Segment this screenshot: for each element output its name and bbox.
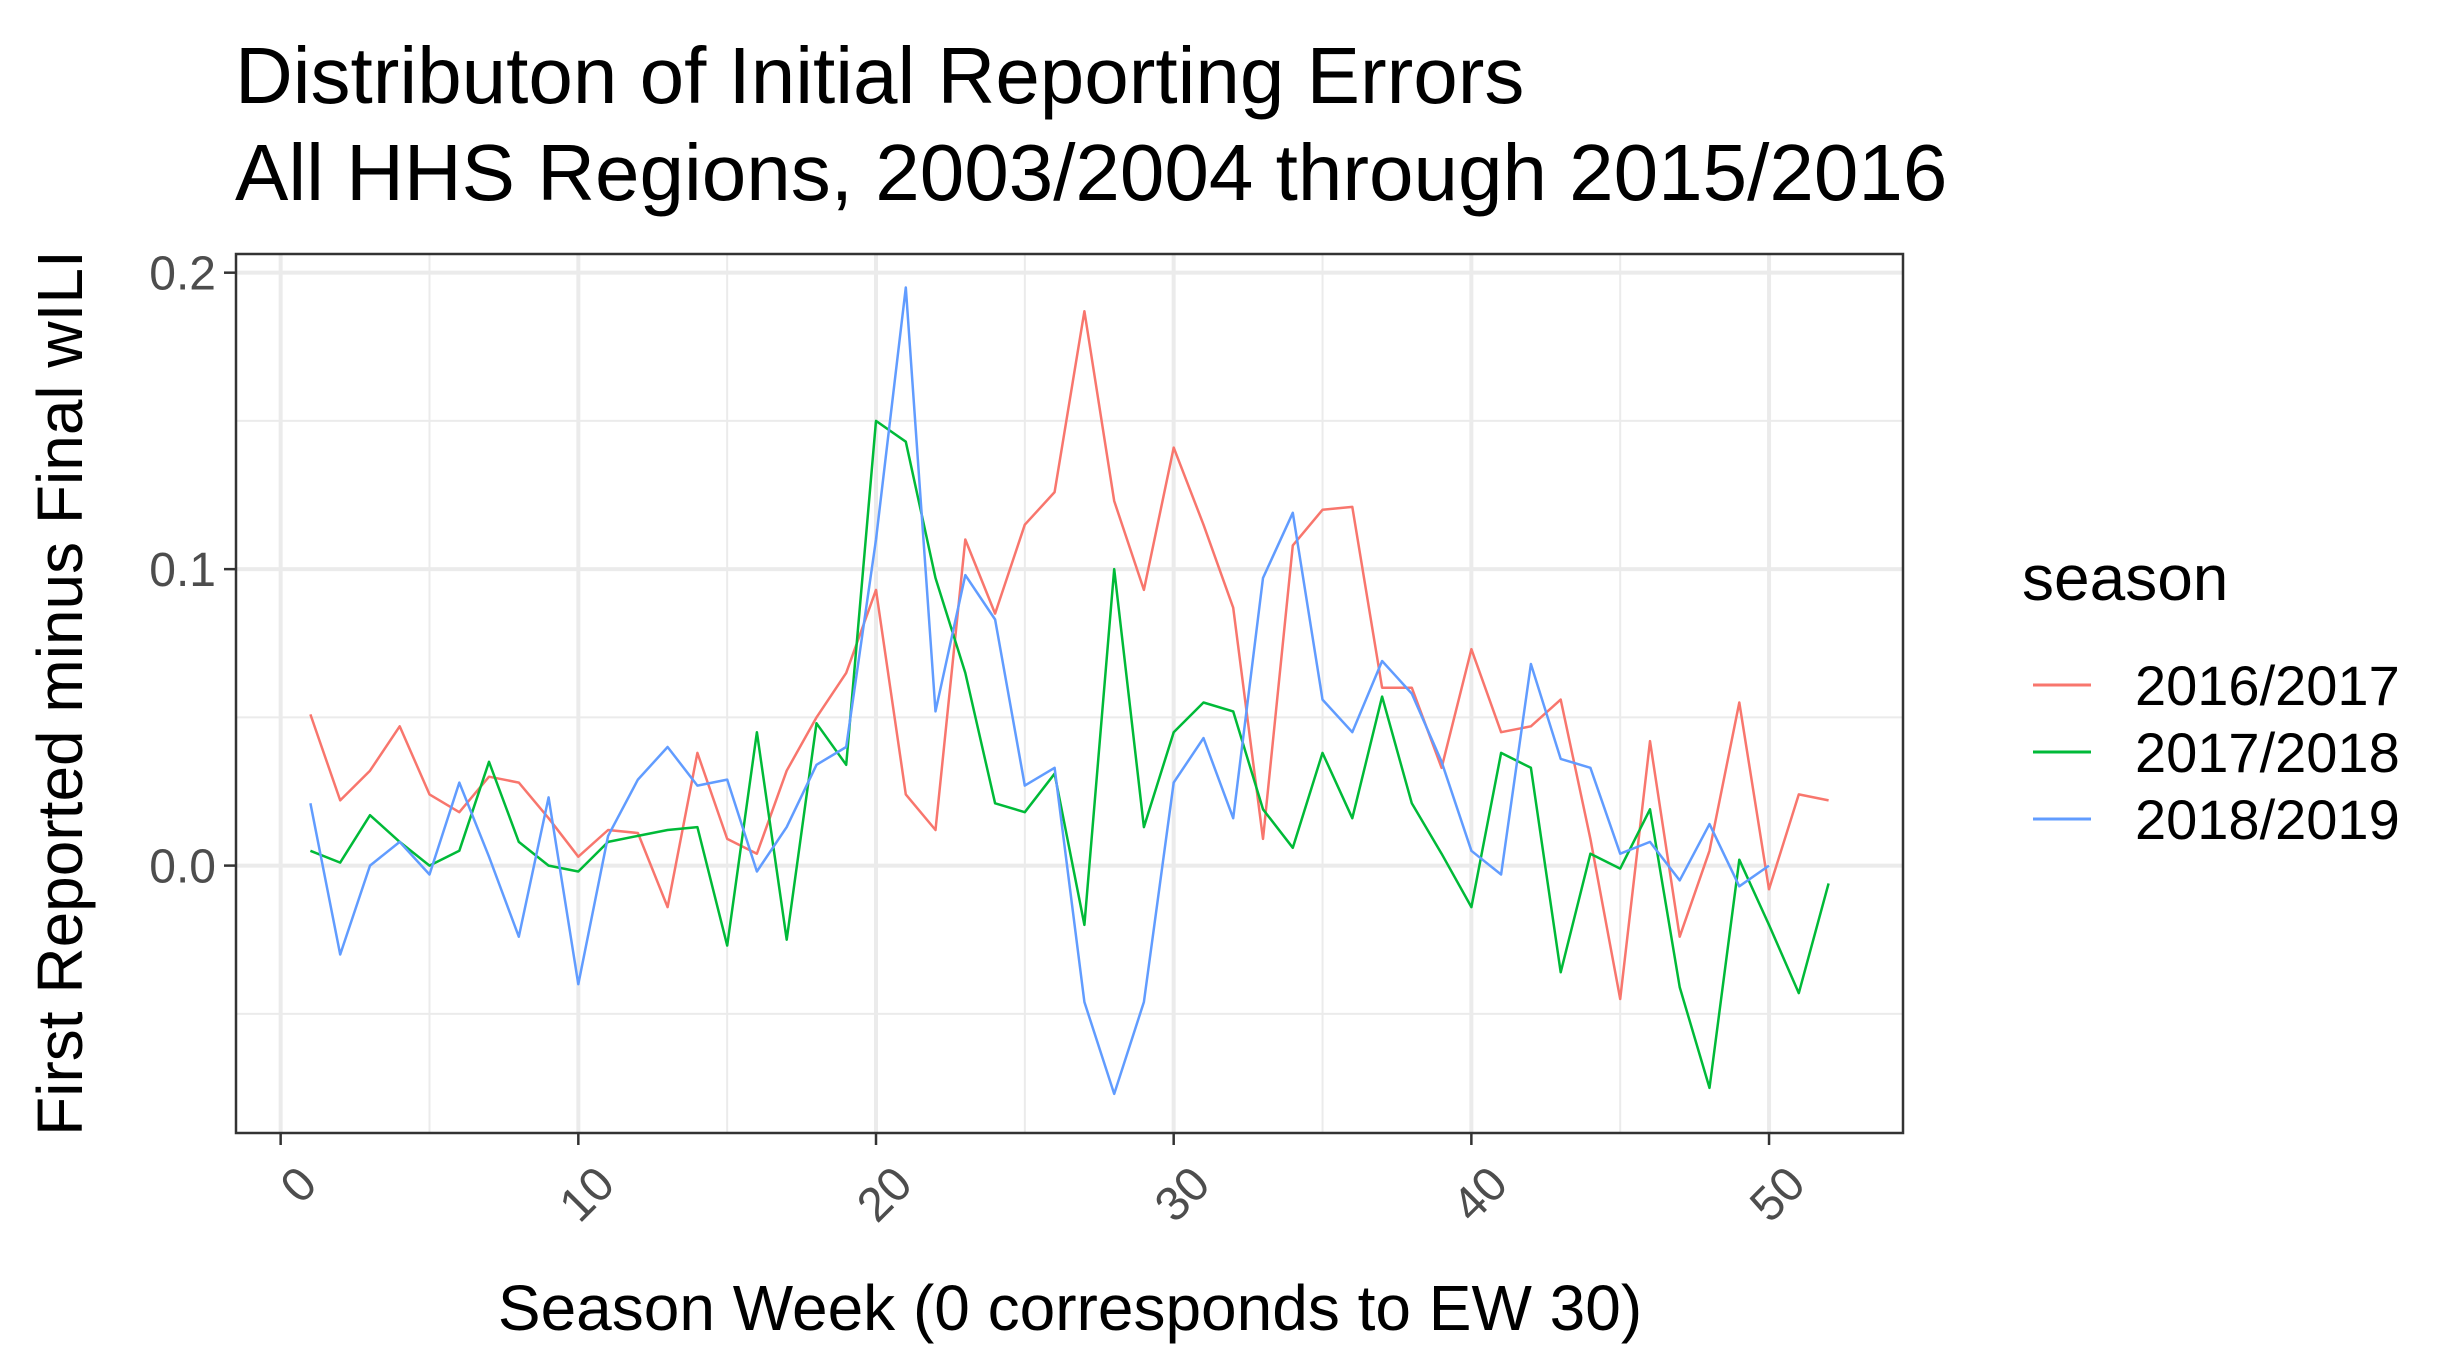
x-axis: 0 10 20 30 40 50 <box>271 1133 1816 1232</box>
y-axis: 0.0 0.1 0.2 <box>149 248 236 894</box>
series-line-2018-2019 <box>309 286 1770 1096</box>
y-tick-label: 0.2 <box>149 248 216 301</box>
chart-title-line-1: Distributon of Initial Reporting Errors <box>235 31 1524 120</box>
legend-title: season <box>2022 542 2228 614</box>
series-lines <box>309 286 1830 1096</box>
y-tick-label: 0.0 <box>149 841 216 894</box>
legend-label-2016-2017: 2016/2017 <box>2135 654 2400 717</box>
x-tick-label: 40 <box>1443 1157 1518 1232</box>
x-axis-title: Season Week (0 corresponds to EW 30) <box>498 1272 1642 1344</box>
legend-label-2018-2019: 2018/2019 <box>2135 788 2400 851</box>
y-axis-title: First Reported minus Final wILI <box>24 250 96 1136</box>
minor-gridlines <box>236 254 1903 1133</box>
series-line-2017-2018 <box>309 419 1830 1090</box>
x-tick-label: 10 <box>550 1157 625 1232</box>
plot-panel-border <box>234 252 1905 1135</box>
chart-title-line-2: All HHS Regions, 2003/2004 through 2015/… <box>235 128 1947 217</box>
x-tick-label: 50 <box>1740 1157 1815 1232</box>
plot-panel <box>236 254 1903 1133</box>
legend-label-2017-2018: 2017/2018 <box>2135 721 2400 784</box>
x-tick-label: 0 <box>271 1157 327 1213</box>
series-line-2016-2017 <box>309 309 1829 1001</box>
x-tick-label: 30 <box>1145 1157 1220 1232</box>
x-tick-label: 20 <box>847 1157 922 1232</box>
y-tick-label: 0.1 <box>149 544 216 597</box>
major-gridlines <box>236 254 1903 1133</box>
